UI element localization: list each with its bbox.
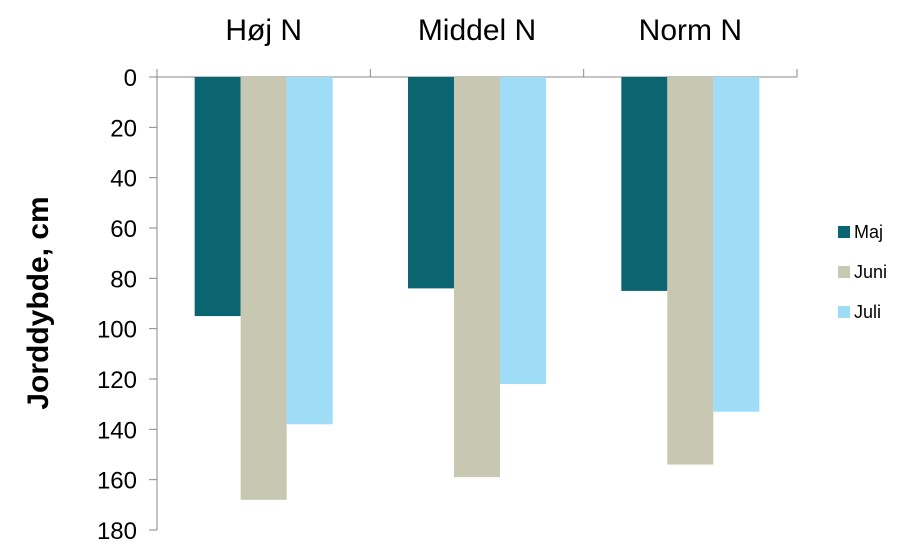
category-label: Høj N bbox=[225, 14, 302, 47]
category-label: Middel N bbox=[418, 14, 536, 47]
category-labels: Høj N Middel N Norm N bbox=[225, 14, 742, 47]
legend-label: Maj bbox=[854, 222, 883, 242]
y-tick-label: 160 bbox=[97, 468, 137, 495]
legend-swatch bbox=[838, 306, 850, 318]
legend-swatch bbox=[838, 226, 850, 238]
bars bbox=[194, 77, 760, 500]
legend-label: Juni bbox=[854, 262, 887, 282]
y-tick-label: 140 bbox=[97, 417, 137, 444]
bar bbox=[500, 77, 546, 385]
legend: Maj Juni Juli bbox=[838, 222, 887, 322]
y-tick-label: 100 bbox=[97, 317, 137, 344]
category-label: Norm N bbox=[639, 14, 742, 47]
bar bbox=[194, 77, 241, 317]
y-axis-label: Jorddybde, cm bbox=[22, 196, 55, 409]
bar bbox=[667, 77, 714, 465]
y-tick-labels: 0 20 40 60 80 100 120 140 160 180 bbox=[97, 65, 137, 544]
bar bbox=[454, 77, 500, 478]
y-tick-label: 120 bbox=[97, 367, 137, 394]
y-tick-label: 60 bbox=[110, 216, 137, 243]
y-tick-label: 0 bbox=[124, 65, 137, 92]
legend-label: Juli bbox=[854, 302, 881, 322]
legend-swatch bbox=[838, 266, 850, 278]
bar bbox=[713, 77, 760, 412]
y-tick-label: 40 bbox=[110, 166, 137, 193]
bar bbox=[240, 77, 287, 500]
y-tick-label: 80 bbox=[110, 266, 137, 293]
bar bbox=[286, 77, 333, 425]
y-tick-label: 180 bbox=[97, 518, 137, 544]
bar bbox=[408, 77, 454, 289]
bar bbox=[621, 77, 668, 291]
y-tick-label: 20 bbox=[110, 115, 137, 142]
